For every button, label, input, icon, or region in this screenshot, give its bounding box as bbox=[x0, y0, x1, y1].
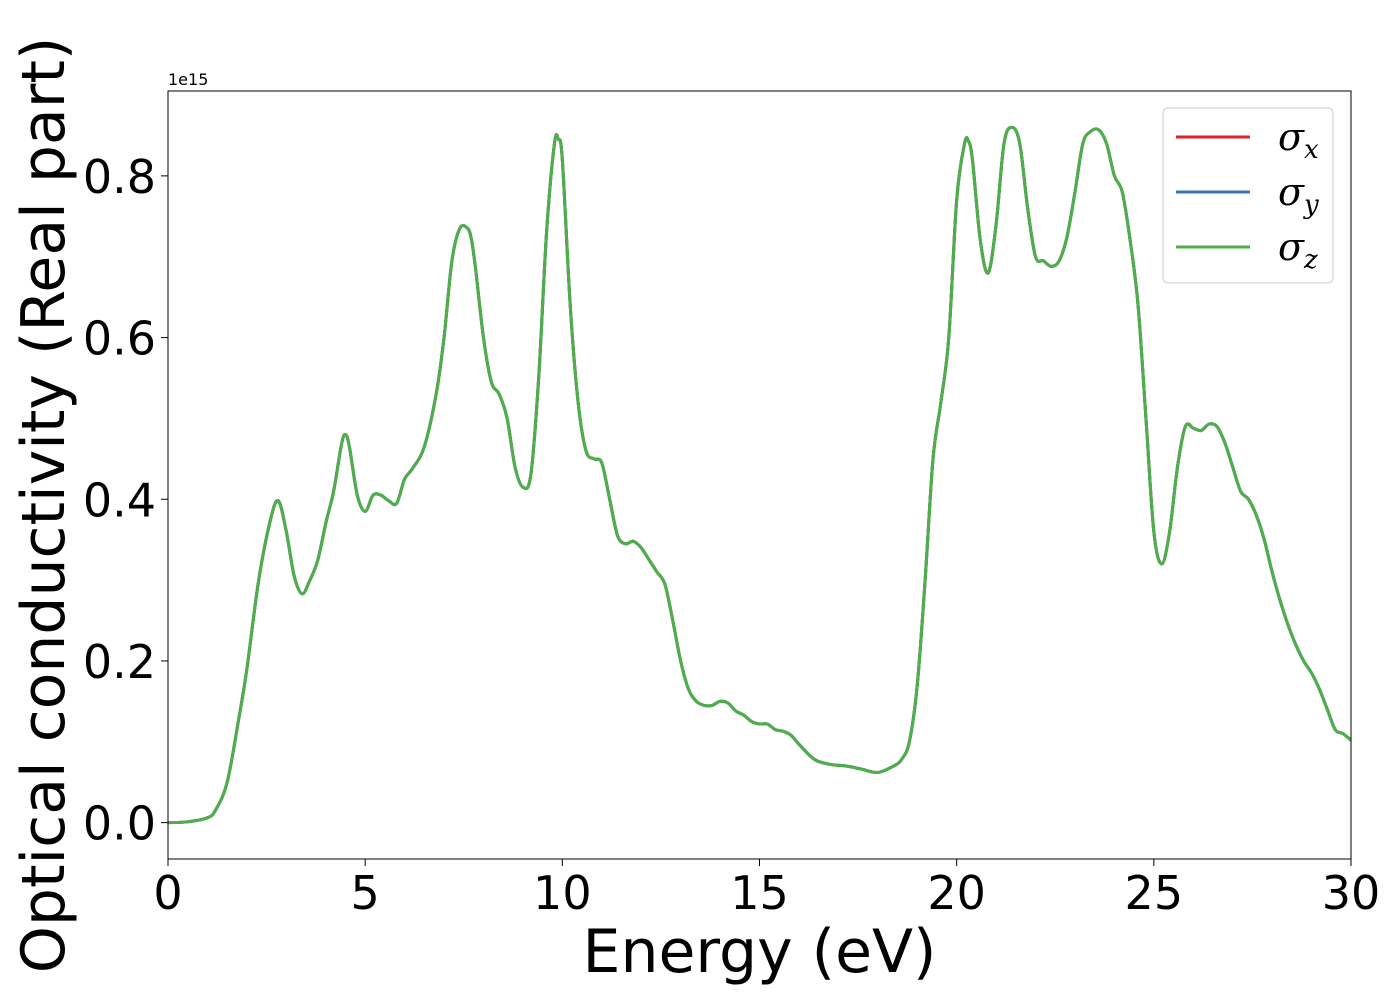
y-offset-label: 1e15 bbox=[168, 70, 208, 89]
x-tick-label: 30 bbox=[1322, 866, 1381, 920]
x-axis: 0 5 10 15 20 25 30 bbox=[153, 859, 1380, 920]
legend-label-x: σx bbox=[1278, 115, 1319, 165]
series-layer bbox=[168, 125, 1351, 825]
x-tick-label: 20 bbox=[927, 866, 986, 920]
y-tick-label: 0.6 bbox=[83, 312, 156, 366]
legend-label-z: σz bbox=[1278, 225, 1318, 275]
x-tick-label: 15 bbox=[730, 866, 789, 920]
y-axis: 0.0 0.2 0.4 0.6 0.8 bbox=[83, 150, 168, 851]
y-axis-label: Optical conductivity (Real part) bbox=[9, 37, 79, 974]
y-tick-label: 0.4 bbox=[83, 473, 156, 527]
legend-box bbox=[1162, 107, 1334, 284]
x-tick-label: 5 bbox=[351, 866, 380, 920]
y-tick-label: 0.8 bbox=[83, 150, 156, 204]
x-tick-label: 25 bbox=[1125, 866, 1184, 920]
x-axis-label: Energy (eV) bbox=[583, 917, 937, 987]
y-tick-label: 0.0 bbox=[83, 797, 156, 851]
y-tick-label: 0.2 bbox=[83, 635, 156, 689]
legend-label-y: σy bbox=[1278, 170, 1319, 220]
series-line-3 bbox=[168, 125, 1351, 825]
x-tick-label: 0 bbox=[153, 866, 182, 920]
x-tick-label: 10 bbox=[533, 866, 592, 920]
